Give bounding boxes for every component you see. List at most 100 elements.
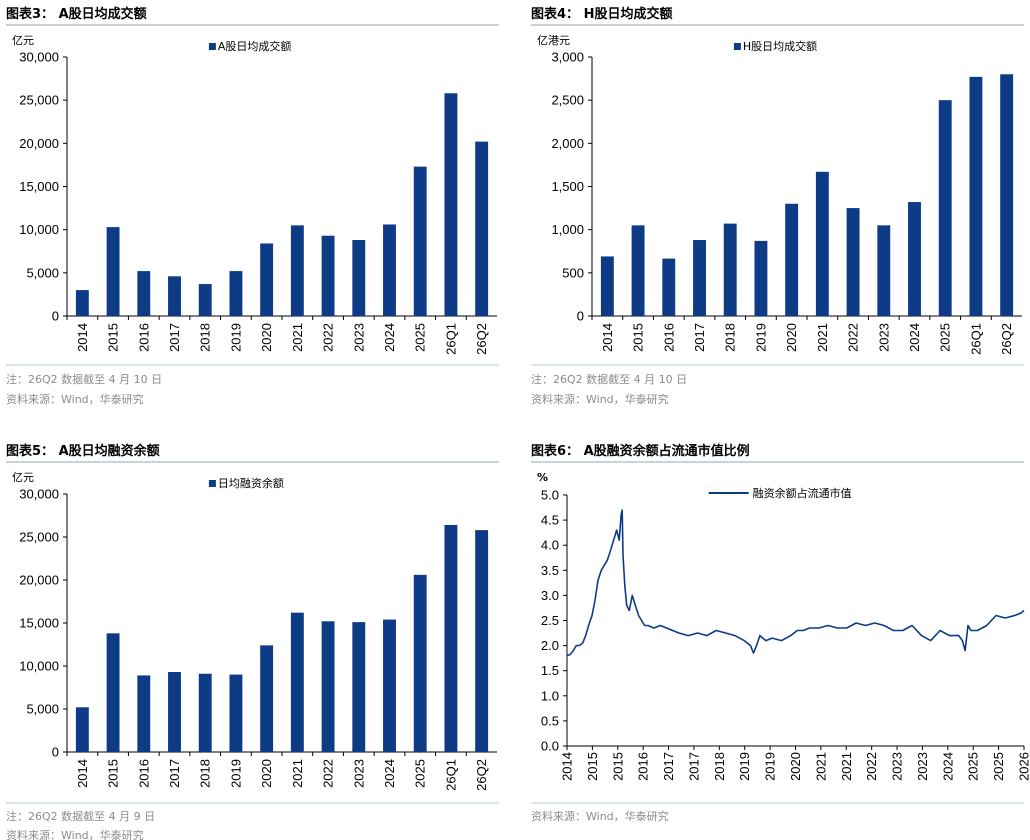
y-tick-label: 0.0 bbox=[541, 739, 559, 754]
chart-panel-a-share-turnover: 图表3： A股日均成交额 亿元 注：26Q2 数据截至 4 月 10 日 资料来… bbox=[6, 6, 499, 406]
y-tick-label: 2,000 bbox=[551, 136, 584, 151]
x-tick-label: 2025 bbox=[938, 323, 953, 352]
bar bbox=[198, 284, 212, 316]
x-tick-label: 2020 bbox=[259, 323, 274, 352]
bar bbox=[106, 227, 120, 316]
x-tick-label: 2015 bbox=[585, 752, 600, 781]
bar bbox=[631, 225, 645, 316]
plot-area: 0.0 0.5 1.0 1.5 2.0 2.5 3.0 3.5 4.0 4.5 5.0 2014 201… bbox=[541, 486, 1030, 781]
x-tick-label: 26Q1 bbox=[968, 323, 983, 355]
bar bbox=[106, 633, 120, 752]
plot-area: 0 5,000 10,000 15,000 20,000 25,000 30,000 2014… bbox=[19, 476, 497, 791]
x-tick-label: 2021 bbox=[290, 323, 305, 352]
x-tick-label: 2015 bbox=[106, 323, 121, 352]
x-tick-label: 2026 bbox=[1017, 752, 1030, 781]
x-tick-label: 2022 bbox=[864, 752, 879, 781]
bar bbox=[815, 171, 829, 316]
x-tick-label: 2014 bbox=[75, 323, 90, 352]
x-tick-label: 2017 bbox=[692, 323, 707, 352]
bar bbox=[198, 673, 212, 752]
y-tick-label: 5,000 bbox=[26, 702, 59, 717]
y-tick-label: 2.5 bbox=[541, 613, 559, 628]
y-tick-label: 3.0 bbox=[541, 588, 559, 603]
x-tick-label: 2015 bbox=[106, 759, 121, 788]
y-tick-label: 2,500 bbox=[551, 93, 584, 108]
panel-title: 图表6： A股融资余额占流通市值比例 bbox=[531, 443, 750, 459]
x-tick-label: 2023 bbox=[351, 759, 366, 788]
x-tick-label: 2021 bbox=[839, 752, 854, 781]
x-tick-label: 2022 bbox=[321, 323, 336, 352]
y-tick-label: 3,000 bbox=[551, 50, 584, 65]
bar bbox=[321, 235, 335, 316]
x-tick-label: 2015 bbox=[631, 323, 646, 352]
bar bbox=[413, 166, 427, 316]
x-tick-label: 2020 bbox=[784, 323, 799, 352]
bar bbox=[137, 675, 151, 752]
legend-swatch bbox=[733, 43, 741, 50]
x-tick-label: 2020 bbox=[788, 752, 803, 781]
x-tick-label: 2014 bbox=[560, 752, 575, 781]
x-tick-label: 2020 bbox=[259, 759, 274, 788]
x-tick-label: 2023 bbox=[915, 752, 930, 781]
y-tick-label: 500 bbox=[562, 265, 584, 280]
x-tick-label: 2018 bbox=[712, 752, 727, 781]
panel-title: 图表3： A股日均成交额 bbox=[6, 6, 147, 22]
bar bbox=[1000, 74, 1014, 317]
series-line bbox=[566, 509, 1025, 657]
footnote: 注：26Q2 数据截至 4 月 9 日 bbox=[6, 809, 155, 823]
y-unit-label: % bbox=[537, 471, 548, 484]
x-tick-label: 2025 bbox=[966, 752, 981, 781]
x-tick-label: 2014 bbox=[600, 323, 615, 352]
bar bbox=[137, 271, 151, 316]
x-tick-label: 2016 bbox=[636, 752, 651, 781]
x-tick-label: 2025 bbox=[991, 752, 1006, 781]
x-tick-label: 2022 bbox=[321, 759, 336, 788]
bar bbox=[693, 240, 706, 316]
x-tick-label: 2019 bbox=[228, 323, 243, 352]
y-tick-label: 10,000 bbox=[19, 222, 59, 237]
bar bbox=[969, 76, 983, 317]
y-tick-label: 4.5 bbox=[541, 513, 559, 528]
bar bbox=[662, 258, 676, 316]
y-tick-label: 10,000 bbox=[19, 659, 59, 674]
y-tick-label: 1,000 bbox=[551, 222, 584, 237]
x-tick-label: 2018 bbox=[723, 323, 738, 352]
x-tick-label: 2015 bbox=[610, 752, 625, 781]
bar bbox=[75, 707, 89, 752]
y-tick-label: 4.0 bbox=[541, 538, 559, 553]
x-tick-label: 2024 bbox=[382, 323, 397, 352]
x-tick-label: 2025 bbox=[413, 323, 428, 352]
bar bbox=[352, 622, 366, 752]
x-tick-label: 26Q2 bbox=[474, 323, 489, 355]
y-unit-label: 亿元 bbox=[12, 34, 34, 47]
chart-panel-margin-to-float-ratio: 图表6： A股融资余额占流通市值比例 % 资料来源：Wind，华泰研究 0.00… bbox=[531, 443, 1030, 823]
legend-label: 日均融资余额 bbox=[218, 476, 284, 490]
y-tick-label: 15,000 bbox=[19, 179, 59, 194]
x-tick-label: 2019 bbox=[228, 759, 243, 788]
legend-label: 融资余额占流通市值 bbox=[753, 486, 852, 500]
y-tick-label: 2.0 bbox=[541, 638, 559, 653]
bar bbox=[352, 240, 366, 316]
source-note: 资料来源：Wind，华泰研究 bbox=[6, 828, 144, 840]
bar bbox=[260, 645, 274, 752]
chart-panel-h-share-turnover: 图表4： H股日均成交额 亿港元 注：26Q2 数据截至 4 月 10 日 资料… bbox=[531, 6, 1024, 406]
x-tick-label: 2021 bbox=[813, 752, 828, 781]
x-tick-label: 2019 bbox=[753, 323, 768, 352]
bar bbox=[260, 243, 274, 316]
source-note: 资料来源：Wind，华泰研究 bbox=[531, 392, 669, 406]
legend-swatch bbox=[208, 480, 216, 487]
y-tick-label: 0.5 bbox=[541, 713, 559, 728]
bar bbox=[290, 225, 304, 316]
y-unit-label: 亿港元 bbox=[537, 34, 570, 47]
bar bbox=[723, 223, 737, 316]
x-tick-label: 2016 bbox=[136, 323, 151, 352]
x-tick-label: 26Q1 bbox=[443, 759, 458, 791]
bar bbox=[229, 674, 243, 752]
y-unit-label: 亿元 bbox=[12, 471, 34, 484]
bar bbox=[383, 224, 396, 316]
y-tick-label: 0 bbox=[52, 309, 59, 324]
x-tick-label: 2016 bbox=[136, 759, 151, 788]
bar bbox=[444, 524, 458, 752]
x-tick-label: 2021 bbox=[290, 759, 305, 788]
